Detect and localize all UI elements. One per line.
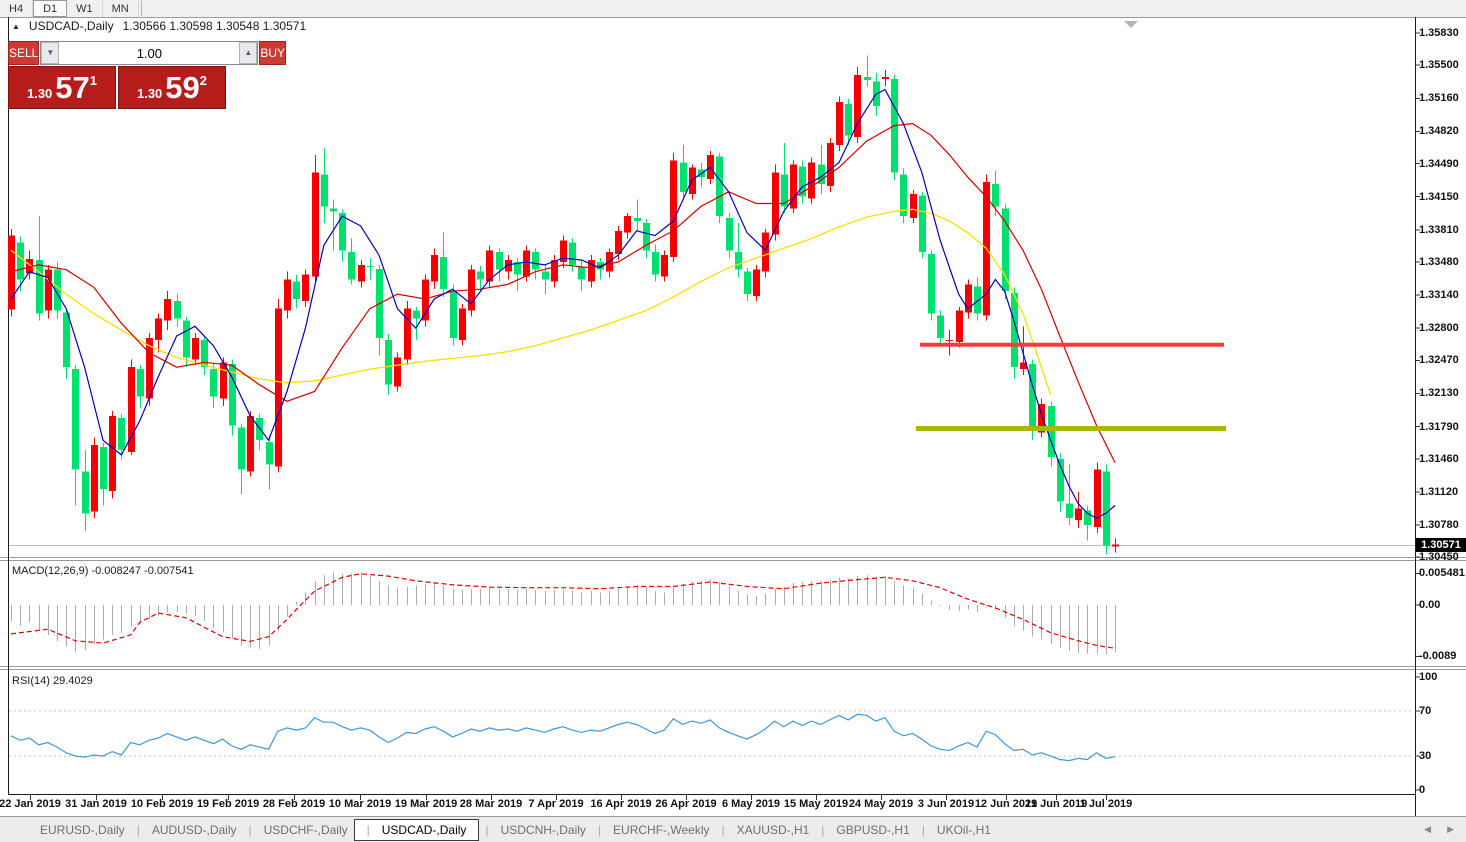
price-tick-label: 1.34820 xyxy=(1419,125,1459,138)
price-tick-label: 1.35160 xyxy=(1419,92,1459,105)
date-tick-label: 12 Jun 2019 xyxy=(974,798,1038,810)
price-tick-label: 1.35830 xyxy=(1419,27,1459,39)
timeframe-button-d1[interactable]: D1 xyxy=(33,0,68,17)
ask-price-small: 1.30 xyxy=(136,86,163,101)
price-tick-label: 1.33480 xyxy=(1419,255,1459,268)
date-tick-label: 6 May 2019 xyxy=(721,798,781,810)
bid-price-sup: 1 xyxy=(89,73,98,88)
date-tick-label: 31 Jan 2019 xyxy=(65,798,127,810)
timeframe-toolbar: H4 D1 W1 MN xyxy=(0,0,1466,17)
toolbar-separator xyxy=(140,1,142,16)
buy-price-display[interactable]: 1.30 59 2 xyxy=(118,66,226,109)
bid-price-small: 1.30 xyxy=(26,86,53,101)
volume-decrease-button[interactable]: ▼ xyxy=(41,42,60,64)
date-tick-label: 24 May 2019 xyxy=(848,798,914,810)
price-tick-label: 1.34490 xyxy=(1419,157,1459,170)
price-tick-label: 1.30780 xyxy=(1419,519,1459,531)
chart-tab-usdcad[interactable]: USDCAD-,Daily xyxy=(353,818,480,841)
sell-price-display[interactable]: 1.30 57 1 xyxy=(8,66,116,109)
date-tick-label: 21 Jun 2019 xyxy=(1024,798,1088,810)
chart-tab-gbpusd[interactable]: GBPUSD-,H1 xyxy=(815,820,915,840)
price-tick-label: 0.00 xyxy=(1419,599,1441,611)
date-tick-label: 3 Jun 2019 xyxy=(917,798,975,810)
tabs-scroll-left-icon[interactable]: ◀ xyxy=(1424,824,1432,834)
chevron-up-icon: ▲ xyxy=(244,48,253,57)
macd-indicator-label: MACD(12,26,9) -0.008247 -0.007541 xyxy=(12,565,194,577)
date-tick-label: 19 Feb 2019 xyxy=(196,798,260,810)
date-tick-label: 10 Mar 2019 xyxy=(328,798,392,810)
chart-tab-ukoil[interactable]: UKOil-,H1 xyxy=(916,820,997,840)
chart-tab-eurchf[interactable]: EURCHF-,Weekly xyxy=(592,820,716,840)
chart-shift-marker-icon[interactable] xyxy=(1124,21,1138,28)
price-tick-label: 1.32470 xyxy=(1419,354,1459,367)
date-tick-label: 28 Mar 2019 xyxy=(459,798,523,810)
current-price-box: 1.30571 xyxy=(1416,538,1466,553)
tabs-scroll-right-icon[interactable]: ▶ xyxy=(1447,824,1454,834)
timeframe-button-mn[interactable]: MN xyxy=(103,0,139,17)
ask-price-big: 59 xyxy=(165,69,200,105)
collapse-panel-icon[interactable]: ▲ xyxy=(12,21,20,31)
date-tick-label: 19 Mar 2019 xyxy=(394,798,458,810)
timeframe-button-w1[interactable]: W1 xyxy=(67,0,103,17)
buy-button[interactable]: BUY xyxy=(259,41,287,65)
date-tick-label: 16 Apr 2019 xyxy=(590,798,652,810)
chart-tab-xauusd[interactable]: XAUUSD-,H1 xyxy=(715,820,815,840)
date-tick-label: 15 May 2019 xyxy=(783,798,849,810)
price-tick-label: 1.33810 xyxy=(1419,223,1459,236)
date-tick-label: 1 Jul 2019 xyxy=(1079,798,1133,810)
price-axis: 1.35830 1.35500 1.35160 1.34820 1.34490 1.341… xyxy=(1419,0,1466,820)
bid-price-big: 57 xyxy=(55,69,90,105)
volume-control: ▼ ▲ xyxy=(40,41,259,65)
chart-symbol-label: USDCAD-,Daily xyxy=(28,19,114,33)
rsi-indicator-label: RSI(14) 29.4029 xyxy=(12,675,93,687)
price-tick-label: 1.35500 xyxy=(1419,59,1459,72)
chart-header: ▲ USDCAD-,Daily 1.30566 1.30598 1.30548 … xyxy=(12,19,306,33)
date-tick-label: 22 Jan 2019 xyxy=(0,798,61,810)
price-tick-label: 1.33140 xyxy=(1419,289,1459,302)
price-tick-label: 70 xyxy=(1419,704,1432,717)
price-tick-label: 0 xyxy=(1419,784,1426,796)
price-tick-label: 1.32800 xyxy=(1419,322,1459,335)
volume-increase-button[interactable]: ▲ xyxy=(239,42,258,64)
date-axis: 22 Jan 2019 31 Jan 2019 10 Feb 2019 19 Feb … xyxy=(0,797,1415,815)
price-tick-label: 0.005481 xyxy=(1419,567,1465,580)
price-tick-label: 1.34150 xyxy=(1419,190,1459,203)
price-tick-label: 100 xyxy=(1419,671,1438,683)
chevron-down-icon: ▼ xyxy=(46,48,55,57)
price-tick-label: 1.31790 xyxy=(1419,420,1459,433)
price-tick-label: 1.31460 xyxy=(1419,452,1459,465)
date-tick-label: 7 Apr 2019 xyxy=(528,798,584,810)
chart-tab-eurusd[interactable]: EURUSD-,Daily xyxy=(40,822,125,837)
chart-tabs-bar: EURUSD-,DailyAUDUSD-,DailyUSDCHF-,DailyU… xyxy=(0,816,1466,842)
date-tick-label: 26 Apr 2019 xyxy=(655,798,717,810)
timeframe-button-h4[interactable]: H4 xyxy=(0,0,34,17)
date-tick-label: 28 Feb 2019 xyxy=(262,798,326,810)
chart-tab-usdchf[interactable]: USDCHF-,Daily xyxy=(243,820,354,840)
date-tick-label: 10 Feb 2019 xyxy=(130,798,194,810)
price-tick-label: 1.30450 xyxy=(1419,551,1459,564)
ask-price-sup: 2 xyxy=(199,73,208,88)
sell-button[interactable]: SELL xyxy=(8,41,40,65)
price-tick-label: 1.31120 xyxy=(1419,485,1459,498)
chart-tab-audusd[interactable]: AUDUSD-,Daily xyxy=(131,820,243,840)
chart-ohlc-values: 1.30566 1.30598 1.30548 1.30571 xyxy=(122,19,307,33)
price-tick-label: 1.32130 xyxy=(1419,387,1459,400)
volume-input[interactable] xyxy=(59,42,240,64)
price-tick-label: -0.0089 xyxy=(1419,650,1457,663)
chart-tab-usdcnh[interactable]: USDCNH-,Daily xyxy=(479,820,591,840)
price-tick-label: 30 xyxy=(1419,750,1432,763)
